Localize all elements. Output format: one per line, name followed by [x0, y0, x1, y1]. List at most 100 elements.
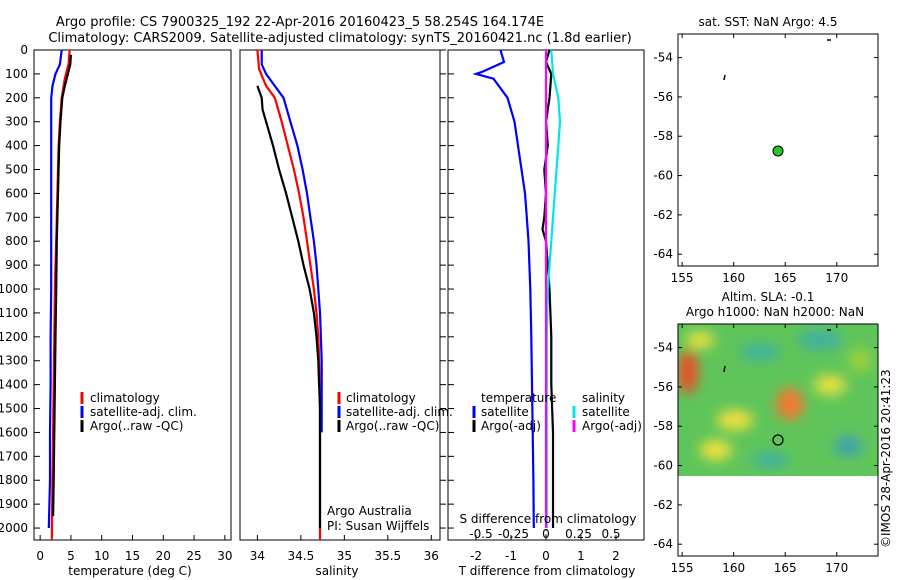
depth-tick-label: 0	[20, 43, 28, 57]
lat-tick-label: -64	[653, 537, 673, 551]
salinity-axes	[239, 49, 441, 541]
depth-tick-labels: 0 100 200 300 400 500 600 700 800 900 1000 1100 1200…	[0, 43, 454, 535]
lon-tick-label: 170	[825, 561, 848, 575]
profile-line-argo-raw-qc-	[52, 54, 72, 517]
x-tick-label: 15	[125, 549, 140, 563]
sst-map-tick-labels: -54 -56 -58 -60 -62 -64 155 160 165 170	[653, 34, 878, 285]
s-difference-tick-labels: -0.5 -0.25 0 0.25 0.5	[469, 527, 620, 541]
lon-tick-label: 170	[825, 271, 848, 285]
difference-profiles	[472, 49, 562, 529]
profile-line-satellite-adj-clim-	[260, 50, 323, 433]
difference-legend: temperature satellite Argo(-adj) salinit…	[472, 391, 642, 433]
x-tick-label: 2	[612, 549, 620, 563]
profile-line-temperature-satellite	[472, 49, 535, 529]
salinity-legend: climatology satellite-adj. clim. Argo(..…	[337, 391, 453, 433]
float-position-ring	[772, 434, 784, 446]
temperature-xlabel: temperature (deg C)	[68, 564, 191, 578]
x-tick-label: -2	[470, 549, 482, 563]
depth-tick-label: 1200	[0, 330, 28, 344]
x-tick-label: 30	[217, 549, 232, 563]
t-difference-tick-labels: -2 -1 0 1 2	[470, 535, 620, 563]
lat-tick-label: -62	[653, 208, 673, 222]
lon-tick-label: 165	[774, 271, 797, 285]
depth-tick-label: 1900	[0, 497, 28, 511]
imos-watermark: ©IMOS 28-Apr-2016 20:41:23	[879, 369, 893, 548]
difference-panel: -2 -1 0 1 2 -0.5 -0.25 0 0.25 0.5 S difference f…	[447, 49, 645, 578]
t-difference-xlabel: T difference from climatology	[458, 564, 636, 578]
temperature-legend: climatology satellite-adj. clim. Argo(..…	[80, 391, 197, 433]
depth-tick-label: 1700	[0, 449, 28, 463]
figure-title-line1: Argo profile: CS 7900325_192 22-Apr-2016…	[56, 15, 544, 30]
lat-tick-label: -64	[653, 247, 673, 261]
s-tick-label: -0.25	[498, 527, 529, 541]
temperature-panel: 0100200300400500600700800900100011001200…	[0, 43, 454, 578]
sla-map-title-line1: Altim. SLA: -0.1	[722, 290, 815, 304]
x-tick-label: 5	[67, 549, 75, 563]
depth-tick-label: 900	[5, 258, 28, 272]
legend-label-s-satellite: satellite	[582, 405, 630, 419]
lat-tick-label: -58	[653, 129, 673, 143]
depth-tick-label: 1000	[0, 282, 28, 296]
lon-tick-label: 165	[774, 561, 797, 575]
sla-map-tick-labels: -54 -56 -58 -60 -62 -64 155 160 165 170	[653, 324, 878, 575]
sst-map: sat. SST: NaN Argo: 4.5 -54-56-58-60-62-…	[653, 15, 879, 285]
legend-label-s-argo: Argo(-adj)	[582, 419, 642, 433]
depth-tick-label: 600	[5, 186, 28, 200]
argo-australia-note: Argo Australia	[327, 504, 412, 518]
x-tick-label: 1	[577, 549, 585, 563]
profile-line-satellite-adj-clim-	[47, 49, 63, 529]
x-tick-label: 34	[250, 549, 265, 563]
depth-tick-label: 1800	[0, 473, 28, 487]
salinity-profiles	[256, 49, 323, 540]
sla-map-coast-mark	[723, 365, 726, 373]
depth-tick-label: 1600	[0, 425, 28, 439]
depth-tick-label: 300	[5, 115, 28, 129]
depth-tick-label: 100	[5, 67, 28, 81]
salinity-panel: 34 34.5 35 35.5 36 salinity climatology sate…	[239, 49, 453, 578]
legend-label-t-argo: Argo(-adj)	[481, 419, 541, 433]
legend-label-climatology: climatology	[346, 391, 416, 405]
s-tick-label: 0	[542, 527, 550, 541]
x-tick-label: 25	[186, 549, 201, 563]
depth-tick-label: 1400	[0, 378, 28, 392]
sla-field	[678, 324, 878, 476]
depth-tick-label: 200	[5, 91, 28, 105]
legend-label-t-satellite: satellite	[481, 405, 529, 419]
temperature-profiles	[47, 49, 72, 540]
depth-tick-label: 800	[5, 234, 28, 248]
legend-label-argo: Argo(..raw -QC)	[346, 419, 439, 433]
lat-tick-label: -56	[653, 380, 673, 394]
depth-tick-label: 1500	[0, 402, 28, 416]
float-position-marker	[772, 145, 784, 157]
depth-tick-label: 700	[5, 210, 28, 224]
depth-tick-label: 400	[5, 139, 28, 153]
legend-title-temperature: temperature	[481, 391, 556, 405]
temperature-tick-labels: 0 5 10 15 20 25 30	[36, 535, 232, 563]
sst-map-title: sat. SST: NaN Argo: 4.5	[699, 15, 838, 29]
depth-tick-label: 1100	[0, 306, 28, 320]
legend-label-satellite: satellite-adj. clim.	[346, 405, 453, 419]
legend-label-climatology: climatology	[90, 391, 160, 405]
lat-tick-label: -60	[653, 459, 673, 473]
x-tick-label: 36	[424, 549, 439, 563]
x-tick-label: 10	[94, 549, 109, 563]
s-difference-label: S difference from climatology	[460, 512, 637, 526]
lat-tick-label: -60	[653, 169, 673, 183]
depth-tick-label: 2000	[0, 521, 28, 535]
lon-tick-label: 160	[722, 271, 745, 285]
profile-line-argo-raw-qc-	[256, 85, 322, 528]
lat-tick-label: -58	[653, 419, 673, 433]
sla-map: Altim. SLA: -0.1 Argo h1000: NaN h2000: …	[653, 290, 879, 575]
figure-title-line2: Climatology: CARS2009. Satellite-adjuste…	[48, 31, 631, 46]
sst-map-coast-mark	[723, 74, 726, 81]
s-tick-label: 0.25	[565, 527, 592, 541]
pi-note: PI: Susan Wijffels	[327, 519, 429, 533]
lon-tick-label: 155	[671, 271, 694, 285]
lat-tick-label: -54	[653, 51, 673, 65]
x-tick-label: 0	[542, 549, 550, 563]
legend-title-salinity: salinity	[582, 391, 625, 405]
lon-tick-label: 155	[671, 561, 694, 575]
lat-tick-label: -54	[653, 341, 673, 355]
lon-tick-label: 160	[722, 561, 745, 575]
